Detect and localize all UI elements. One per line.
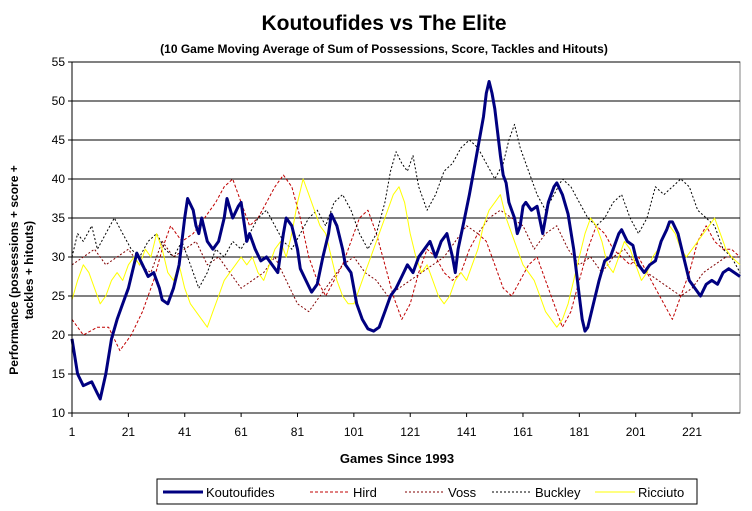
- legend: Koutoufides Hird Voss Buckley Ricciuto: [156, 478, 698, 505]
- legend-label-ricciuto: Ricciuto: [638, 485, 684, 500]
- chart-title: Koutoufides vs The Elite: [261, 12, 506, 35]
- y-tick-label: 45: [52, 133, 66, 147]
- y-axis-label-line1: Performance (possessions + score +: [7, 165, 21, 374]
- x-tick-label: 1: [69, 425, 76, 439]
- x-tick-label: 121: [400, 425, 420, 439]
- x-tick-label: 101: [344, 425, 364, 439]
- legend-label-hird: Hird: [353, 485, 377, 500]
- x-axis-ticks: 1 21 41 61 81 101 121 141 161 181 201 221: [69, 413, 702, 439]
- series-layer: [70, 80, 741, 401]
- y-tick-label: 10: [52, 406, 66, 420]
- y-axis-ticks: 10 15 20 25 30 35 40 45 50 55: [52, 55, 740, 420]
- plot-frame: [71, 61, 741, 414]
- legend-label-buckley: Buckley: [535, 485, 581, 500]
- plot-area: [70, 61, 741, 414]
- x-tick-label: 201: [626, 425, 646, 439]
- y-tick-label: 55: [52, 55, 66, 69]
- y-tick-label: 15: [52, 367, 66, 381]
- y-tick-label: 30: [52, 250, 66, 264]
- x-tick-label: 61: [234, 425, 248, 439]
- chart-subtitle: (10 Game Moving Average of Sum of Posses…: [160, 42, 608, 56]
- x-tick-label: 221: [682, 425, 702, 439]
- y-tick-label: 50: [52, 94, 66, 108]
- series-line-ricciuto: [71, 178, 741, 328]
- series-line-koutoufides: [70, 80, 741, 401]
- x-tick-label: 81: [291, 425, 305, 439]
- x-tick-label: 141: [457, 425, 477, 439]
- x-tick-label: 41: [178, 425, 192, 439]
- y-tick-label: 40: [52, 172, 66, 186]
- series-line-voss: [71, 209, 740, 313]
- x-axis-label: Games Since 1993: [340, 451, 454, 466]
- y-tick-label: 25: [52, 289, 66, 303]
- y-tick-label: 20: [52, 328, 66, 342]
- x-tick-label: 161: [513, 425, 533, 439]
- y-tick-label: 35: [52, 211, 66, 225]
- x-tick-label: 181: [569, 425, 589, 439]
- x-tick-label: 21: [122, 425, 136, 439]
- legend-label-voss: Voss: [448, 485, 477, 500]
- y-axis-label: Performance (possessions + score + tackl…: [7, 165, 36, 374]
- legend-label-koutoufides: Koutoufides: [206, 485, 275, 500]
- y-axis-label-line2: tackles + hitouts): [22, 221, 36, 319]
